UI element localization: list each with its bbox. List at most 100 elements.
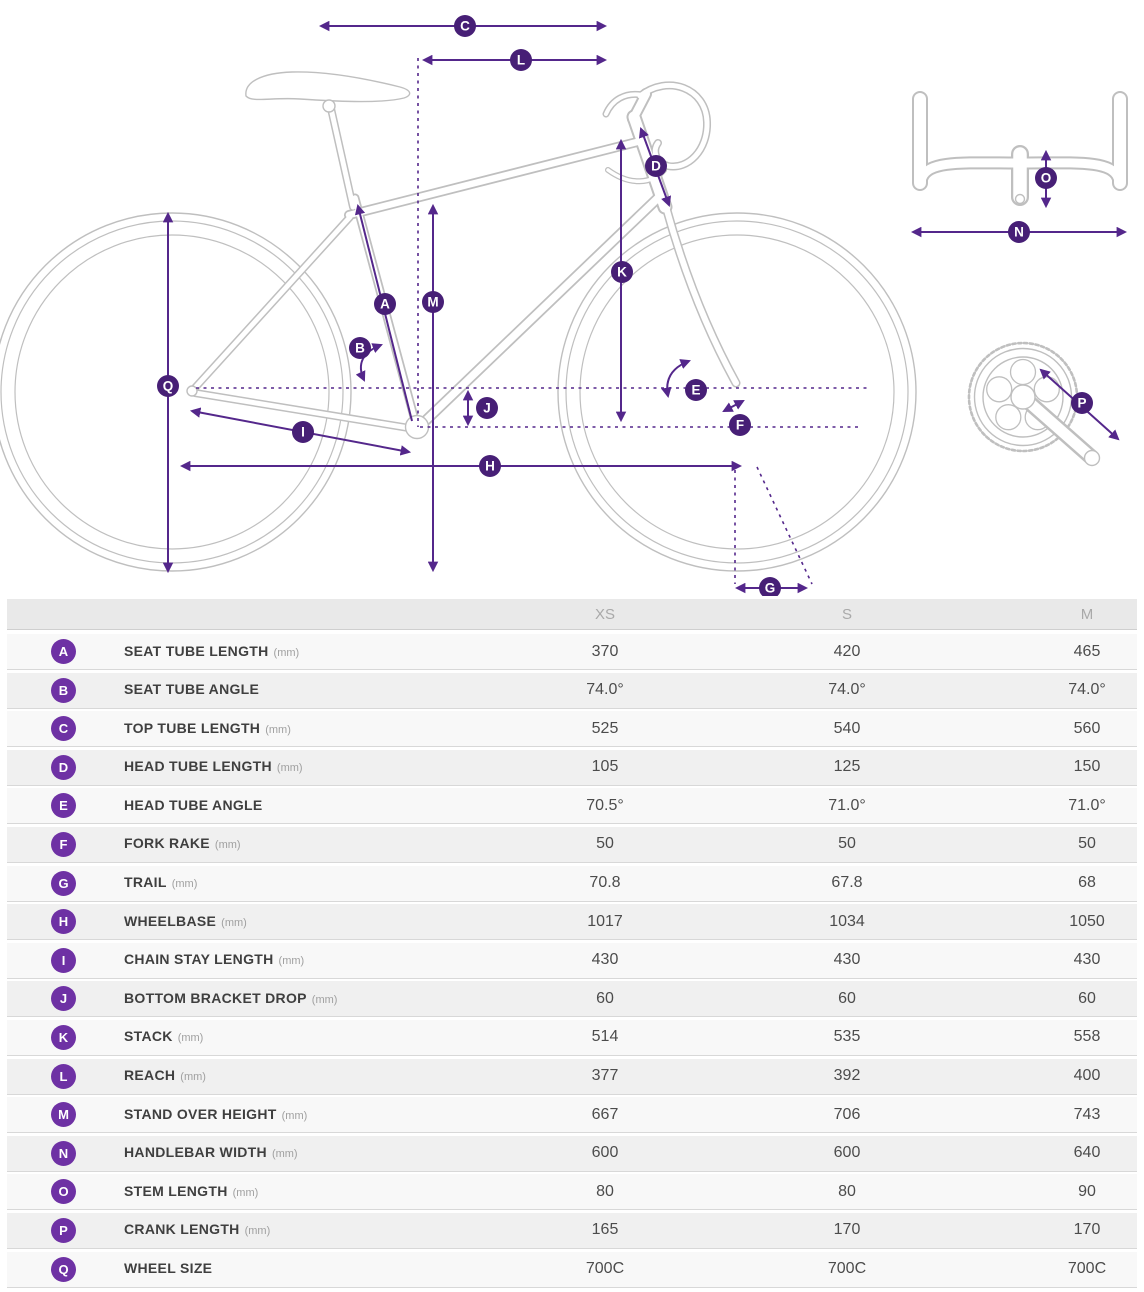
value-s: 125 — [833, 758, 861, 776]
measurement-badge: K — [51, 1024, 76, 1050]
callout-O: O — [1035, 167, 1057, 189]
measurement-unit: (mm) — [232, 1186, 259, 1199]
value-s: 420 — [833, 642, 861, 660]
value-m: 60 — [1078, 989, 1096, 1007]
svg-text:D: D — [651, 159, 661, 174]
diagram-callouts: A B C D E F G H I J K L M N O P Q — [157, 15, 1093, 596]
value-m: 700C — [1067, 1260, 1107, 1277]
value-s: 706 — [833, 1105, 861, 1123]
value-xs: 514 — [591, 1028, 619, 1046]
geometry-table: XS S M A SEAT TUBE LENGTH (mm) 370 420 46… — [7, 596, 1137, 1288]
measurement-unit: (mm) — [311, 993, 338, 1006]
svg-text:N: N — [1014, 225, 1024, 240]
value-xs: 105 — [591, 758, 619, 776]
measurement-unit: (mm) — [281, 1109, 308, 1122]
bike-geometry-svg: A B C D E F G H I J K L M N O P Q — [0, 15, 1128, 596]
measurement-label: STAND OVER HEIGHT — [124, 1105, 277, 1122]
value-m: 430 — [1073, 951, 1101, 969]
value-m: 71.0° — [1068, 796, 1106, 814]
measurement-label: CRANK LENGTH — [124, 1221, 240, 1238]
measurement-badge: I — [51, 947, 76, 973]
measurement-badge: M — [51, 1102, 76, 1128]
measurement-label: HEAD TUBE LENGTH — [124, 758, 272, 775]
measurement-unit: (mm) — [180, 1071, 206, 1084]
callout-N: N — [1008, 221, 1030, 243]
table-row: O STEM LENGTH (mm) 80 80 90 — [7, 1174, 1137, 1211]
table-row: D HEAD TUBE LENGTH (mm) 105 125 150 — [7, 749, 1137, 786]
value-xs: 70.8 — [589, 874, 621, 892]
value-s: 1034 — [829, 912, 865, 930]
size-column-header-s: S — [841, 605, 852, 623]
svg-text:B: B — [355, 341, 365, 356]
table-row: G TRAIL (mm) 70.8 67.8 68 — [7, 865, 1137, 902]
callout-P: P — [1071, 392, 1093, 414]
callout-A: A — [374, 293, 396, 315]
value-m: 68 — [1078, 874, 1096, 892]
table-row: I CHAIN STAY LENGTH (mm) 430 430 430 — [7, 942, 1137, 979]
value-m: 50 — [1078, 835, 1096, 853]
svg-text:A: A — [380, 297, 390, 312]
measurement-label: REACH — [124, 1067, 176, 1084]
svg-text:Q: Q — [163, 379, 174, 394]
value-xs: 1017 — [587, 912, 623, 930]
value-xs: 600 — [591, 1144, 619, 1162]
measurement-unit: (mm) — [265, 723, 291, 736]
measurement-unit: (mm) — [273, 646, 300, 659]
value-m: 74.0° — [1068, 681, 1106, 699]
callout-B: B — [349, 337, 371, 359]
measurement-label: FORK RAKE — [124, 835, 210, 852]
measurement-badge: D — [51, 754, 76, 780]
size-column-header-m: M — [1080, 605, 1094, 623]
callout-H: H — [479, 455, 501, 477]
table-row: J BOTTOM BRACKET DROP (mm) 60 60 60 — [7, 981, 1137, 1018]
bottom-bracket — [404, 414, 430, 440]
seatpost-clamp — [322, 99, 336, 113]
table-row: H WHEELBASE (mm) 1017 1034 1050 — [7, 904, 1137, 941]
measurement-unit: (mm) — [214, 839, 241, 852]
value-m: 400 — [1073, 1067, 1101, 1085]
callout-I: I — [292, 421, 314, 443]
value-xs: 667 — [591, 1105, 619, 1123]
svg-text:J: J — [483, 401, 491, 416]
measurement-label: WHEELBASE — [124, 912, 217, 929]
value-m: 170 — [1073, 1221, 1101, 1239]
pedal-hole — [1083, 449, 1101, 467]
value-m: 465 — [1073, 642, 1101, 660]
value-s: 80 — [838, 1182, 856, 1200]
table-row: B SEAT TUBE ANGLE 74.0° 74.0° 74.0° — [7, 672, 1137, 709]
svg-text:H: H — [485, 459, 495, 474]
value-xs: 370 — [591, 642, 619, 660]
table-row: Q WHEEL SIZE 700C 700C 700C — [7, 1251, 1137, 1288]
value-s: 535 — [833, 1028, 861, 1046]
measurement-badge: H — [51, 909, 76, 935]
callout-J: J — [476, 397, 498, 419]
reference-lines — [196, 58, 868, 585]
measurement-label: SEAT TUBE ANGLE — [124, 681, 260, 698]
rear-dropout — [186, 385, 198, 397]
measurement-badge: O — [51, 1179, 76, 1205]
value-s: 540 — [833, 719, 861, 737]
value-xs: 60 — [596, 989, 614, 1007]
value-s: 71.0° — [828, 796, 866, 814]
measurement-badge: L — [51, 1063, 76, 1089]
svg-text:K: K — [617, 265, 627, 280]
svg-text:G: G — [765, 581, 776, 596]
callout-Q: Q — [157, 375, 179, 397]
value-xs: 80 — [596, 1182, 614, 1200]
measurement-label: BOTTOM BRACKET DROP — [124, 989, 307, 1006]
value-m: 90 — [1078, 1182, 1096, 1200]
svg-text:O: O — [1041, 171, 1052, 186]
value-xs: 700C — [585, 1260, 625, 1277]
svg-text:M: M — [427, 295, 438, 310]
callout-L: L — [510, 49, 532, 71]
table-row: P CRANK LENGTH (mm) 165 170 170 — [7, 1212, 1137, 1249]
measurement-badge: E — [51, 793, 76, 819]
value-s: 600 — [833, 1144, 861, 1162]
measurement-unit: (mm) — [278, 955, 305, 968]
measurement-badge: P — [51, 1217, 76, 1243]
svg-text:E: E — [691, 383, 700, 398]
value-s: 74.0° — [828, 681, 866, 699]
measurement-label: HEAD TUBE ANGLE — [124, 796, 263, 813]
measurement-badge: B — [51, 677, 76, 703]
callout-G: G — [759, 577, 781, 596]
